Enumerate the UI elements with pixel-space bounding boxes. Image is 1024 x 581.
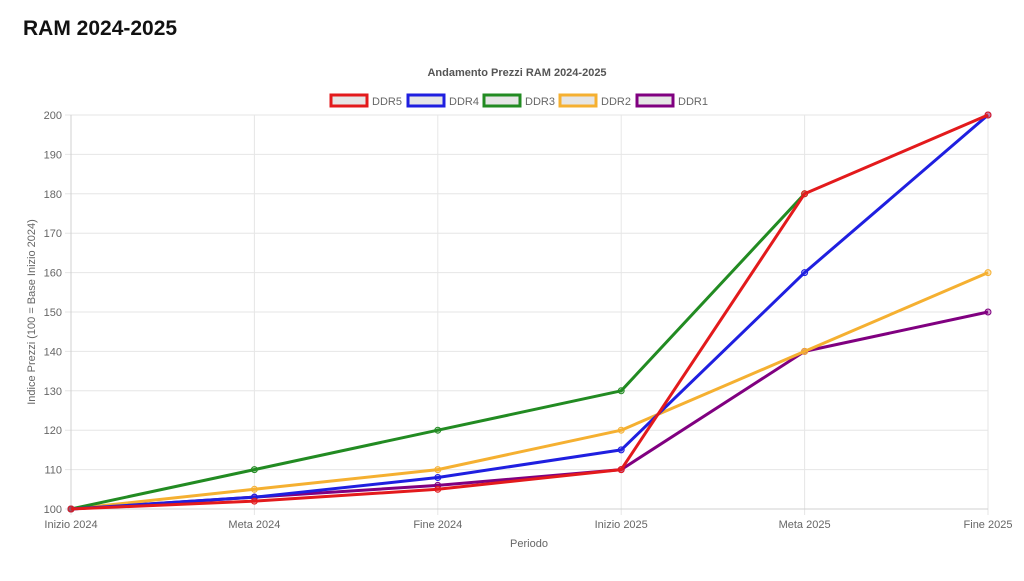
- data-point[interactable]: [801, 190, 809, 198]
- x-tick-label: Inizio 2025: [595, 519, 648, 531]
- legend-label: DDR2: [601, 96, 631, 108]
- y-tick-label: 100: [44, 504, 62, 516]
- legend-label: DDR1: [678, 96, 708, 108]
- legend-swatch: [558, 93, 598, 108]
- series-line: [70, 113, 989, 511]
- data-point[interactable]: [434, 426, 442, 434]
- legend-label: DDR3: [525, 96, 555, 108]
- x-tick-label: Fine 2025: [964, 519, 1013, 531]
- data-point[interactable]: [434, 466, 442, 474]
- series-line: [70, 113, 989, 511]
- legend-swatch: [635, 93, 675, 108]
- y-tick-label: 170: [44, 228, 62, 240]
- data-point[interactable]: [984, 269, 992, 277]
- y-axis-ticks: 100 110 120 130 140 150 160 170 180 190 200: [44, 110, 62, 516]
- y-axis-title: Indice Prezzi (100 = Base Inizio 2024): [26, 219, 38, 405]
- y-tick-label: 150: [44, 307, 62, 319]
- y-tick-label: 200: [44, 110, 62, 122]
- legend-swatch: [329, 93, 369, 108]
- data-point[interactable]: [801, 347, 809, 355]
- y-tick-label: 110: [44, 465, 62, 477]
- series-ddr5: [67, 111, 992, 513]
- legend-item-ddr4[interactable]: DDR4: [406, 93, 479, 108]
- x-tick-label: Inizio 2024: [44, 519, 97, 531]
- legend-item-ddr3[interactable]: DDR3: [482, 93, 555, 108]
- y-tick-label: 160: [44, 268, 62, 280]
- chart-legend: DDR5 DDR4 DDR3 DDR2 DDR1: [329, 93, 708, 108]
- data-point[interactable]: [67, 505, 75, 513]
- chart-title: Andamento Prezzi RAM 2024-2025: [427, 67, 606, 79]
- x-tick-label: Meta 2024: [228, 519, 280, 531]
- data-point[interactable]: [617, 446, 625, 454]
- data-point[interactable]: [617, 466, 625, 474]
- data-point[interactable]: [617, 426, 625, 434]
- data-point[interactable]: [801, 269, 809, 277]
- data-point[interactable]: [434, 485, 442, 493]
- data-point[interactable]: [250, 497, 258, 505]
- legend-label: DDR4: [449, 96, 479, 108]
- data-point[interactable]: [617, 387, 625, 395]
- y-tick-label: 180: [44, 189, 62, 201]
- y-tick-label: 130: [44, 386, 62, 398]
- legend-swatch: [406, 93, 446, 108]
- y-tick-label: 190: [44, 149, 62, 161]
- legend-label: DDR5: [372, 96, 402, 108]
- chart-series: [67, 111, 992, 513]
- y-tick-label: 140: [44, 346, 62, 358]
- legend-item-ddr5[interactable]: DDR5: [329, 93, 402, 108]
- legend-swatch: [482, 93, 522, 108]
- x-tick-label: Meta 2025: [779, 519, 831, 531]
- data-point[interactable]: [250, 485, 258, 493]
- legend-item-ddr1[interactable]: DDR1: [635, 93, 708, 108]
- data-point[interactable]: [984, 308, 992, 316]
- chart-grid: [65, 114, 989, 515]
- y-tick-label: 120: [44, 425, 62, 437]
- series-line: [70, 271, 989, 511]
- page-title: RAM 2024-2025: [23, 17, 178, 40]
- x-tick-label: Fine 2024: [413, 519, 462, 531]
- data-point[interactable]: [984, 111, 992, 119]
- series-line: [70, 192, 806, 511]
- data-point[interactable]: [434, 473, 442, 481]
- x-axis-ticks: Inizio 2024 Meta 2024 Fine 2024 Inizio 2025…: [44, 519, 1012, 531]
- data-point[interactable]: [250, 466, 258, 474]
- legend-item-ddr2[interactable]: DDR2: [558, 93, 631, 108]
- x-axis-title: Periodo: [510, 538, 548, 550]
